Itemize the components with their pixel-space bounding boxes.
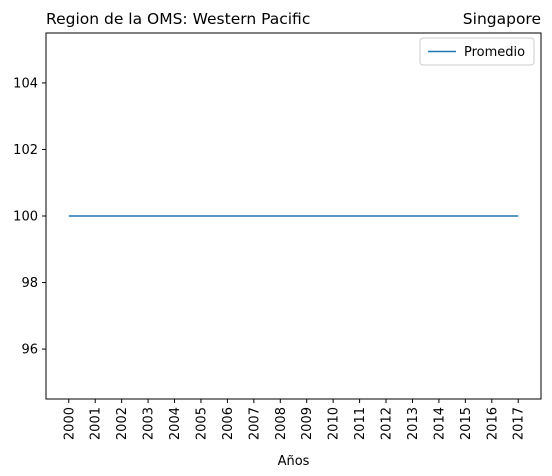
x-tick-label: 2015: [459, 407, 474, 440]
x-tick-label: 2016: [485, 407, 500, 440]
y-tick-label: 98: [21, 276, 38, 291]
legend-box: [419, 37, 535, 66]
x-tick-label: 2007: [247, 407, 262, 440]
x-tick-label: 2014: [432, 407, 447, 440]
y-tick-label: 100: [13, 210, 38, 225]
x-tick-label: 2009: [300, 407, 315, 440]
plot-area-frame: [45, 32, 542, 400]
x-tick-label: 2010: [327, 407, 342, 440]
chart-title-right: Singapore: [463, 10, 541, 28]
x-tick-label: 2008: [274, 407, 289, 440]
x-tick-label: 2017: [512, 407, 527, 440]
y-tick-label: 102: [13, 143, 38, 158]
chart-title-left: Region de la OMS: Western Pacific: [46, 10, 310, 28]
y-tick-label: 104: [13, 76, 38, 91]
x-tick-label: 2005: [194, 407, 209, 440]
legend: Promedio: [419, 37, 535, 66]
x-tick-label: 2013: [406, 407, 421, 440]
x-tick-label: 2000: [62, 407, 77, 440]
legend-label: Promedio: [464, 45, 525, 60]
x-tick-label: 2002: [115, 407, 130, 440]
x-tick-label: 2012: [380, 407, 395, 440]
x-tick-label: 2004: [168, 407, 183, 440]
x-tick-label: 2001: [89, 407, 104, 440]
y-tick-label: 96: [21, 343, 38, 358]
x-tick-label: 2006: [221, 407, 236, 440]
x-tick-label: 2011: [353, 407, 368, 440]
x-axis-label: Años: [278, 454, 310, 469]
x-tick-label: 2003: [142, 407, 157, 440]
